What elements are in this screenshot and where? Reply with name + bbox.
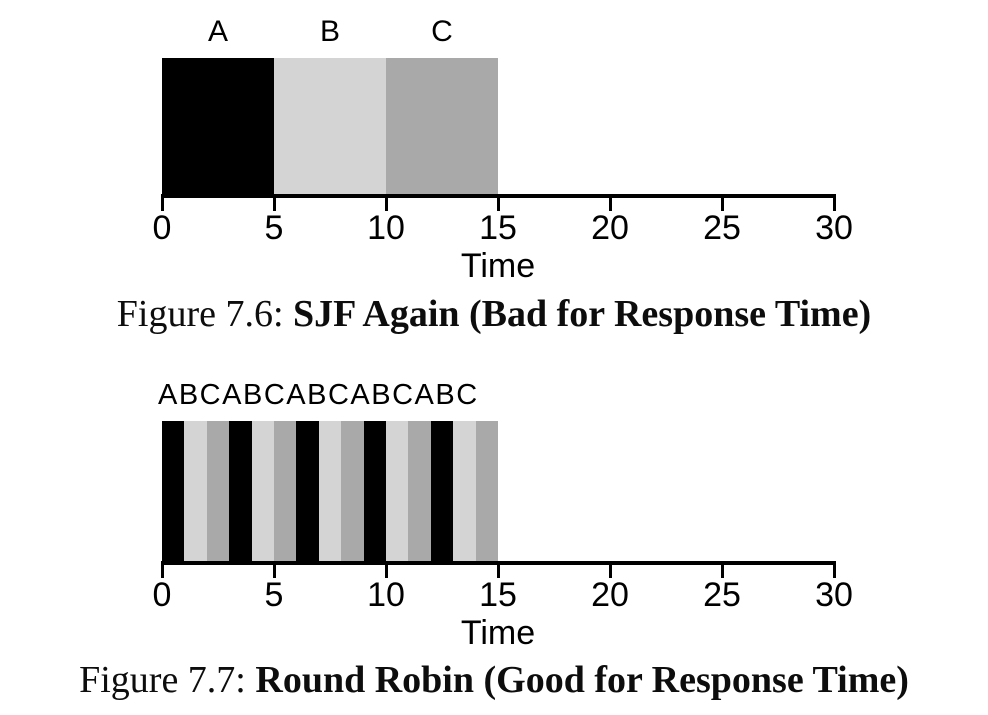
timeline-slice-C-2 bbox=[206, 421, 230, 562]
timeline-slice-C-5 bbox=[274, 421, 297, 562]
timeline-slice-A-6 bbox=[296, 421, 319, 562]
tick-label-30: 30 bbox=[815, 209, 853, 247]
timeline-slice-C-11 bbox=[408, 421, 431, 562]
timeline-slice-C-14 bbox=[475, 421, 498, 562]
job-label-A: A bbox=[207, 15, 228, 48]
axis-tick-25 bbox=[720, 565, 724, 578]
caption-title: Round Robin (Good for Response Time) bbox=[255, 659, 909, 701]
tick-label-0: 0 bbox=[152, 209, 172, 247]
axis-tick-30 bbox=[832, 565, 836, 578]
axis-tick-10 bbox=[384, 565, 388, 578]
tick-label-0: 0 bbox=[152, 576, 172, 614]
caption-prefix: Figure 7.7: bbox=[79, 659, 246, 701]
tick-label-25: 25 bbox=[703, 209, 741, 247]
timeline-slice-A-12 bbox=[430, 421, 454, 562]
tick-label-5: 5 bbox=[264, 209, 284, 247]
job-label-B: B bbox=[319, 15, 340, 48]
figure-caption: Figure 7.6: SJF Again (Bad for Response … bbox=[0, 293, 988, 337]
caption-prefix: Figure 7.6: bbox=[116, 293, 284, 335]
axis-tick-25 bbox=[720, 198, 724, 211]
axis-tick-20 bbox=[608, 198, 612, 211]
axis-tick-5 bbox=[272, 198, 276, 211]
tick-label-10: 10 bbox=[367, 209, 405, 247]
timeline-slice-B-7 bbox=[318, 421, 342, 562]
timeline-slice-A-0 bbox=[162, 58, 274, 195]
tick-label-15: 15 bbox=[479, 209, 517, 247]
tick-label-25: 25 bbox=[703, 576, 741, 614]
axis-tick-20 bbox=[608, 565, 612, 578]
timeline-slice-A-0 bbox=[162, 421, 185, 562]
axis-tick-10 bbox=[384, 198, 388, 211]
x-axis-line bbox=[161, 194, 836, 198]
axis-tick-5 bbox=[272, 565, 276, 578]
job-label-C: C bbox=[431, 15, 453, 48]
timeline-slice-B-5 bbox=[274, 58, 386, 195]
timeline-slice-B-1 bbox=[184, 421, 207, 562]
axis-tick-15 bbox=[496, 565, 500, 578]
x-axis-line bbox=[161, 561, 836, 565]
axis-tick-0 bbox=[160, 198, 164, 211]
caption-title: SJF Again (Bad for Response Time) bbox=[293, 293, 872, 335]
schedule-sequence-label: ABCABCABCABCABC bbox=[158, 379, 479, 411]
x-axis-title: Time bbox=[460, 614, 536, 652]
timeline-slice-B-13 bbox=[453, 421, 476, 562]
axis-tick-0 bbox=[160, 565, 164, 578]
tick-label-15: 15 bbox=[479, 576, 517, 614]
timeline-slice-A-9 bbox=[363, 421, 386, 562]
x-axis-title: Time bbox=[460, 247, 536, 285]
timeline-slice-B-10 bbox=[386, 421, 409, 562]
tick-label-30: 30 bbox=[815, 576, 853, 614]
timeline-slice-B-4 bbox=[251, 421, 274, 562]
figure-caption: Figure 7.7: Round Robin (Good for Respon… bbox=[0, 659, 988, 703]
axis-tick-15 bbox=[496, 198, 500, 211]
tick-label-10: 10 bbox=[367, 576, 405, 614]
timeline-slice-C-10 bbox=[386, 58, 498, 195]
timeline-slice-C-8 bbox=[341, 421, 364, 562]
axis-tick-30 bbox=[832, 198, 836, 211]
tick-label-20: 20 bbox=[591, 209, 629, 247]
tick-label-20: 20 bbox=[591, 576, 629, 614]
timeline-slice-A-3 bbox=[229, 421, 252, 562]
tick-label-5: 5 bbox=[264, 576, 284, 614]
